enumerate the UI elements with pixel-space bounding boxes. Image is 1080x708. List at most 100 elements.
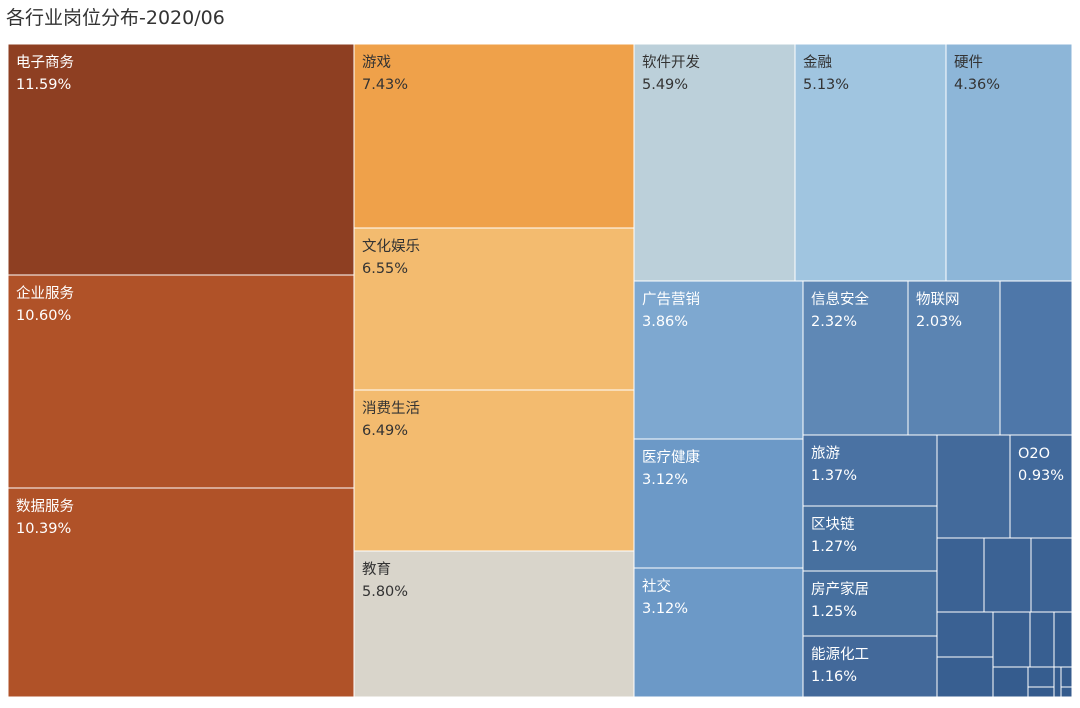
treemap-tile-7[interactable]: 教育 5.80% — [353, 550, 635, 698]
treemap-rect[interactable] — [936, 656, 994, 698]
tile-value: 0.93% — [1018, 468, 1064, 484]
treemap-rect[interactable] — [999, 280, 1073, 436]
tile-label: 游戏 — [362, 54, 391, 71]
treemap-tile-18[interactable]: 区块链 1.27% — [802, 505, 938, 572]
treemap-rect[interactable] — [802, 570, 938, 637]
treemap-tile-20[interactable]: 能源化工 1.16% — [802, 635, 938, 698]
tile-label: 物联网 — [916, 291, 960, 308]
treemap-tile-2[interactable]: 企业服务 10.60% — [7, 274, 355, 489]
tile-value: 5.13% — [803, 77, 849, 93]
tile-label: 软件开发 — [642, 54, 700, 71]
treemap-tile-10[interactable]: 硬件 4.36% — [945, 43, 1073, 282]
tile-value: 11.59% — [16, 77, 71, 93]
tile-value: 6.49% — [362, 423, 408, 439]
treemap-rect[interactable] — [1060, 686, 1073, 698]
tile-value: 5.80% — [362, 584, 408, 600]
treemap-rect[interactable] — [802, 280, 909, 436]
treemap-tile-30[interactable] — [1053, 611, 1073, 668]
tile-label: 教育 — [362, 561, 391, 578]
tile-value: 1.37% — [811, 468, 857, 484]
treemap-rect[interactable] — [633, 280, 804, 440]
treemap-rect[interactable] — [802, 434, 938, 507]
treemap-tile-5[interactable]: 文化娱乐 6.55% — [353, 227, 635, 391]
tile-label: 医疗健康 — [642, 449, 700, 466]
treemap-tile-35[interactable] — [1060, 686, 1073, 698]
treemap-rect[interactable] — [992, 611, 1031, 668]
tile-label: 信息安全 — [811, 290, 869, 308]
treemap-rect[interactable] — [633, 43, 796, 282]
tile-label: 能源化工 — [811, 646, 869, 663]
treemap-rect[interactable] — [936, 537, 985, 613]
treemap-tile-36[interactable] — [1053, 666, 1062, 698]
treemap-rect[interactable] — [353, 43, 635, 229]
chart-title: 各行业岗位分布-2020/06 — [6, 7, 225, 29]
tile-value: 6.55% — [362, 261, 408, 277]
treemap-rect[interactable] — [992, 666, 1029, 698]
treemap-tile-29[interactable] — [1029, 611, 1055, 668]
treemap-rect[interactable] — [802, 635, 938, 698]
treemap-rect[interactable] — [907, 280, 1001, 436]
tile-label: 硬件 — [954, 54, 983, 71]
treemap-tile-25[interactable] — [1030, 537, 1073, 613]
tile-label: 社交 — [642, 577, 671, 595]
treemap-rect[interactable] — [7, 487, 355, 698]
tile-value: 10.60% — [16, 308, 71, 324]
treemap-rect[interactable] — [1053, 611, 1073, 668]
tile-value: 3.86% — [642, 314, 688, 330]
tile-value: 1.16% — [811, 669, 857, 685]
tile-value: 7.43% — [362, 77, 408, 93]
treemap-tile-27[interactable] — [936, 656, 994, 698]
treemap-tile-15[interactable]: 社交 3.12% — [633, 567, 804, 698]
treemap-tile-9[interactable]: 金融 5.13% — [794, 43, 947, 282]
tile-value: 3.12% — [642, 601, 688, 617]
treemap-tile-24[interactable] — [983, 537, 1032, 613]
treemap-rect[interactable] — [1030, 537, 1073, 613]
treemap-tile-31[interactable] — [992, 666, 1029, 698]
treemap-tile-8[interactable]: 软件开发 5.49% — [633, 43, 796, 282]
treemap-rect[interactable] — [983, 537, 1032, 613]
treemap-tile-23[interactable] — [936, 537, 985, 613]
treemap-rect[interactable] — [794, 43, 947, 282]
tile-label: 区块链 — [811, 516, 855, 533]
tile-label: 广告营销 — [642, 291, 700, 308]
treemap-tile-1[interactable]: 电子商务 11.59% — [7, 43, 355, 276]
treemap-tile-4[interactable]: 游戏 7.43% — [353, 43, 635, 229]
treemap-tile-21[interactable] — [999, 280, 1073, 436]
treemap-rect[interactable] — [1029, 611, 1055, 668]
treemap-tile-12[interactable]: 信息安全 2.32% — [802, 280, 909, 436]
treemap-rect[interactable] — [945, 43, 1073, 282]
treemap-tile-28[interactable] — [992, 611, 1031, 668]
treemap-rect[interactable] — [936, 434, 1011, 539]
treemap-tile-26[interactable] — [936, 611, 994, 658]
tile-label: 电子商务 — [16, 54, 74, 71]
treemap-rect[interactable] — [1009, 434, 1073, 539]
tile-label: 旅游 — [811, 445, 840, 462]
treemap-rect[interactable] — [802, 505, 938, 572]
treemap-rect[interactable] — [7, 274, 355, 489]
tile-value: 1.27% — [811, 539, 857, 555]
treemap-rect[interactable] — [936, 611, 994, 658]
treemap-tile-14[interactable]: 医疗健康 3.12% — [633, 438, 804, 569]
tile-value: 3.12% — [642, 472, 688, 488]
treemap-tile-6[interactable]: 消费生活 6.49% — [353, 389, 635, 552]
treemap-tile-13[interactable]: 物联网 2.03% — [907, 280, 1001, 436]
treemap-tile-22[interactable] — [936, 434, 1011, 539]
tile-value: 2.03% — [916, 314, 962, 330]
treemap-rect[interactable] — [353, 550, 635, 698]
tile-value: 4.36% — [954, 77, 1000, 93]
treemap-tile-11[interactable]: 广告营销 3.86% — [633, 280, 804, 440]
treemap-tile-3[interactable]: 数据服务 10.39% — [7, 487, 355, 698]
treemap-rect[interactable] — [1053, 666, 1062, 698]
tile-value: 2.32% — [811, 314, 857, 330]
tile-label: 金融 — [803, 54, 832, 71]
tile-value: 10.39% — [16, 521, 71, 537]
treemap-tile-19[interactable]: 房产家居 1.25% — [802, 570, 938, 637]
treemap-tile-17[interactable]: O2O 0.93% — [1009, 434, 1073, 539]
treemap-rect[interactable] — [633, 567, 804, 698]
tile-label: 消费生活 — [362, 400, 420, 417]
tile-label: 数据服务 — [16, 498, 74, 515]
treemap-rect[interactable] — [353, 227, 635, 391]
tile-value: 1.25% — [811, 604, 857, 620]
treemap-tile-16[interactable]: 旅游 1.37% — [802, 434, 938, 507]
